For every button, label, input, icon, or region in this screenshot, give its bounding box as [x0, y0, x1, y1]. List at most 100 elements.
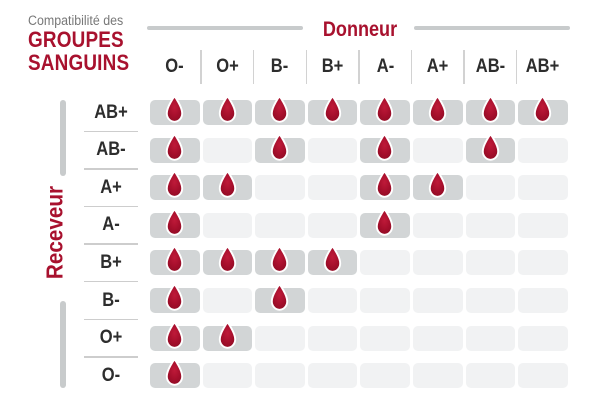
blood-drop-icon: [163, 208, 186, 236]
receiver-row-label-AB-: AB-: [96, 139, 126, 161]
donor-column-header-O+: O+: [216, 56, 239, 77]
donor-column-header-A+: A+: [426, 56, 449, 77]
title-line1: GROUPES: [28, 27, 124, 52]
blood-drop-icon: [321, 95, 344, 123]
cell-receiver-A+-donor-AB--incompatible: [465, 175, 516, 201]
cell-receiver-B--donor-AB+-incompatible: [518, 288, 568, 313]
cell-receiver-A--donor-B--incompatible: [255, 212, 305, 238]
blood-drop-icon: [268, 133, 291, 161]
blood-drop-icon: [426, 170, 449, 198]
blood-drop-icon: [163, 170, 186, 198]
cell-receiver-AB+-donor-AB+-compatible: [518, 100, 568, 125]
receiver-axis-bar-top: [59, 100, 66, 176]
column-divider: [410, 50, 413, 84]
cell-receiver-A+-donor-A+-compatible: [413, 175, 463, 201]
receiver-row-label-O-: O-: [101, 364, 121, 386]
donor-axis-label: Donneur: [322, 18, 398, 41]
column-divider: [305, 50, 307, 84]
blood-drop-icon: [268, 95, 291, 123]
cell-receiver-O--donor-B+-incompatible: [307, 363, 358, 389]
cell-receiver-O+-donor-B--incompatible: [255, 325, 305, 351]
cell-receiver-O--donor-A--incompatible: [360, 363, 410, 389]
donor-axis-bar-left: [147, 25, 303, 30]
row-divider: [84, 356, 138, 358]
cell-receiver-AB--donor-A+-incompatible: [413, 137, 463, 163]
cell-receiver-A+-donor-B--incompatible: [255, 175, 305, 201]
cell-receiver-O--donor-O--compatible: [150, 363, 200, 389]
row-divider: [84, 280, 138, 283]
cell-receiver-O--donor-AB+-incompatible: [518, 363, 568, 389]
cell-receiver-A--donor-AB+-incompatible: [518, 212, 568, 238]
cell-receiver-AB--donor-AB+-incompatible: [518, 137, 568, 163]
blood-drop-icon: [531, 95, 554, 123]
cell-receiver-B--donor-O--compatible: [150, 288, 200, 313]
cell-receiver-AB--donor-O+-incompatible: [202, 137, 253, 163]
blood-drop-icon: [163, 283, 186, 311]
cell-receiver-O--donor-A+-incompatible: [413, 363, 463, 389]
cell-receiver-A+-donor-O--compatible: [150, 175, 200, 201]
cell-receiver-O+-donor-O+-compatible: [202, 326, 253, 351]
row-divider: [84, 130, 138, 133]
cell-receiver-B--donor-AB--incompatible: [465, 288, 516, 313]
blood-drop-icon: [373, 170, 396, 198]
donor-column-header-B-: B-: [271, 56, 289, 77]
cell-receiver-A--donor-O--compatible: [150, 213, 200, 238]
cell-receiver-O+-donor-B+-incompatible: [307, 325, 358, 351]
blood-drop-icon: [373, 208, 396, 236]
cell-receiver-O+-donor-AB--incompatible: [465, 325, 516, 351]
column-divider: [200, 50, 202, 84]
cell-receiver-A+-donor-A--compatible: [360, 175, 410, 201]
row-divider: [84, 243, 138, 245]
donor-column-header-A-: A-: [376, 56, 394, 77]
cell-receiver-O+-donor-A+-incompatible: [413, 325, 463, 351]
donor-column-header-B+: B+: [321, 56, 344, 77]
cell-receiver-A--donor-AB--incompatible: [465, 212, 516, 238]
cell-receiver-A--donor-B+-incompatible: [307, 212, 358, 238]
blood-drop-icon: [163, 133, 186, 161]
donor-axis-bar-right: [414, 25, 570, 30]
cell-receiver-B+-donor-AB+-incompatible: [518, 250, 568, 276]
cell-receiver-A+-donor-O+-compatible: [202, 175, 253, 201]
cell-receiver-B--donor-B+-incompatible: [307, 288, 358, 313]
column-divider: [358, 50, 360, 84]
cell-receiver-A--donor-O+-incompatible: [202, 212, 253, 238]
cell-receiver-AB+-donor-O+-compatible: [202, 100, 253, 125]
column-divider: [252, 50, 255, 84]
row-divider: [84, 205, 138, 208]
cell-receiver-A--donor-A+-incompatible: [413, 212, 463, 238]
cell-receiver-B--donor-B--compatible: [255, 288, 305, 313]
cell-receiver-B--donor-A--incompatible: [360, 288, 410, 313]
blood-drop-icon: [268, 283, 291, 311]
row-divider: [84, 318, 138, 321]
title-prefix: Compatibilité des: [28, 13, 124, 28]
blood-drop-icon: [426, 95, 449, 123]
receiver-axis-bar-bottom: [59, 301, 66, 388]
cell-receiver-B+-donor-B+-compatible: [307, 250, 358, 276]
blood-drop-icon: [216, 321, 239, 349]
receiver-row-label-AB+: AB+: [94, 101, 128, 123]
cell-receiver-O--donor-AB--incompatible: [465, 363, 516, 389]
cell-receiver-O--donor-B--incompatible: [255, 363, 305, 389]
cell-receiver-O+-donor-A--incompatible: [360, 325, 410, 351]
blood-drop-icon: [216, 95, 239, 123]
blood-drop-icon: [268, 245, 291, 273]
cell-receiver-AB+-donor-B+-compatible: [307, 100, 358, 125]
row-divider: [84, 168, 138, 170]
cell-receiver-AB+-donor-O--compatible: [150, 100, 200, 125]
cell-receiver-O--donor-O+-incompatible: [202, 363, 253, 389]
cell-receiver-B--donor-O+-incompatible: [202, 288, 253, 313]
blood-drop-icon: [216, 170, 239, 198]
cell-receiver-B+-donor-O+-compatible: [202, 250, 253, 276]
cell-receiver-A--donor-A--compatible: [360, 213, 410, 238]
title-line2: SANGUINS: [28, 50, 130, 75]
cell-receiver-B+-donor-AB--incompatible: [465, 250, 516, 276]
cell-receiver-AB--donor-AB--compatible: [465, 138, 516, 163]
column-divider: [515, 50, 518, 84]
blood-drop-icon: [163, 245, 186, 273]
blood-drop-icon: [479, 133, 502, 161]
donor-column-header-AB-: AB-: [475, 56, 506, 77]
cell-receiver-A+-donor-AB+-incompatible: [518, 175, 568, 201]
blood-drop-icon: [373, 95, 396, 123]
receiver-row-label-A+: A+: [100, 176, 122, 198]
